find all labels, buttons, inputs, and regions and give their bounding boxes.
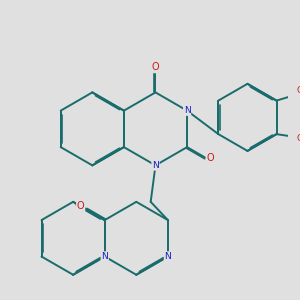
Text: N: N: [184, 106, 190, 115]
Text: O: O: [77, 201, 85, 211]
Text: O: O: [296, 86, 300, 95]
Text: N: N: [152, 161, 159, 170]
Text: N: N: [101, 252, 108, 261]
Text: N: N: [164, 252, 171, 261]
Text: O: O: [152, 62, 159, 73]
Text: O: O: [206, 153, 214, 163]
Text: O: O: [296, 134, 300, 143]
